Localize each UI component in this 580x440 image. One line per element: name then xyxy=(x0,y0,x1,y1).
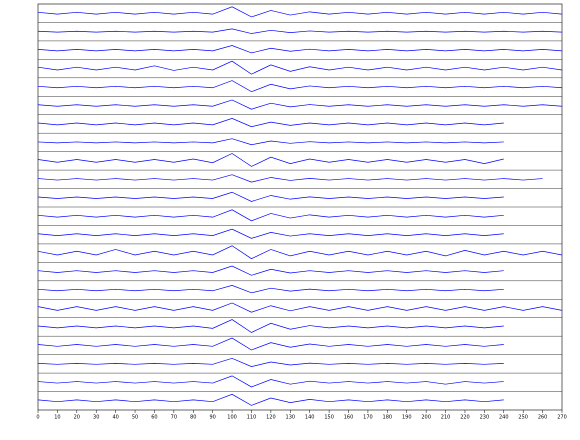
x-tick-label: 240 xyxy=(499,415,509,421)
x-tick-label: 110 xyxy=(247,415,257,421)
x-tick-label: 210 xyxy=(441,415,451,421)
trace xyxy=(37,337,504,351)
x-tick-label: 60 xyxy=(151,415,157,421)
trace xyxy=(37,265,504,276)
x-tick-label: 170 xyxy=(363,415,373,421)
x-tick-label: 140 xyxy=(305,415,315,421)
trace xyxy=(37,209,504,222)
trace xyxy=(37,60,563,75)
trace xyxy=(37,6,563,18)
trace xyxy=(37,153,504,167)
trace xyxy=(37,357,504,367)
x-tick-label: 270 xyxy=(557,415,567,421)
x-tick-label: 70 xyxy=(171,415,177,421)
trace xyxy=(37,375,504,388)
trace xyxy=(37,245,563,260)
x-tick-label: 160 xyxy=(344,415,354,421)
trace xyxy=(37,228,504,239)
x-tick-label: 90 xyxy=(209,415,215,421)
x-tick-label: 10 xyxy=(54,415,60,421)
x-tick-label: 80 xyxy=(190,415,196,421)
trace xyxy=(37,319,504,333)
x-tick-label: 0 xyxy=(36,415,39,421)
x-tick-label: 20 xyxy=(74,415,80,421)
x-tick-label: 120 xyxy=(266,415,276,421)
x-tick-label: 130 xyxy=(286,415,296,421)
trace xyxy=(37,191,504,202)
trace xyxy=(37,302,563,313)
x-tick-label: 180 xyxy=(383,415,393,421)
trace xyxy=(37,99,563,110)
x-tick-label: 100 xyxy=(227,415,237,421)
trace xyxy=(37,80,563,93)
x-tick-label: 30 xyxy=(93,415,99,421)
trace xyxy=(37,174,543,183)
x-tick-label: 190 xyxy=(402,415,412,421)
x-tick-label: 150 xyxy=(324,415,334,421)
trace xyxy=(37,118,504,128)
trace xyxy=(37,45,563,54)
x-tick-label: 40 xyxy=(112,415,118,421)
x-tick-label: 250 xyxy=(518,415,528,421)
trace xyxy=(37,393,504,406)
x-tick-label: 230 xyxy=(480,415,490,421)
x-tick-label: 200 xyxy=(421,415,431,421)
x-tick-label: 50 xyxy=(132,415,138,421)
trace xyxy=(37,285,504,294)
x-tick-label: 220 xyxy=(460,415,470,421)
x-tick-label: 260 xyxy=(538,415,548,421)
trace xyxy=(37,138,504,146)
trace xyxy=(37,28,563,34)
